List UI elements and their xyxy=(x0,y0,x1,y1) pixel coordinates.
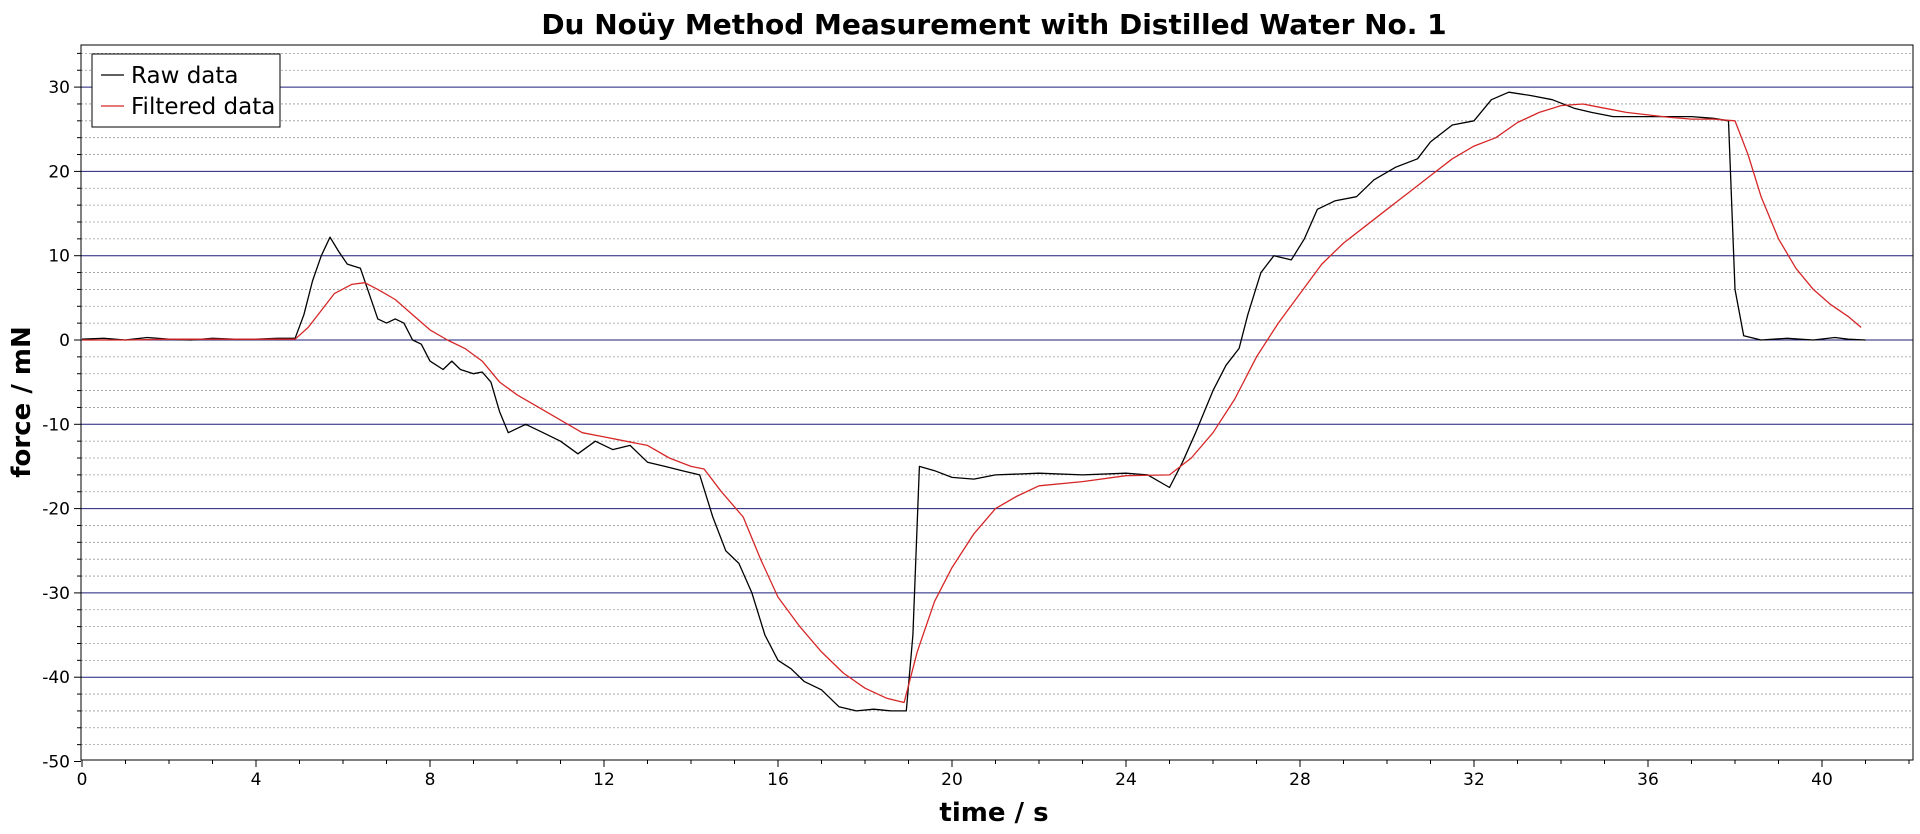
x-tick-label: 40 xyxy=(1811,770,1833,790)
y-tick-label: -50 xyxy=(42,753,70,773)
x-axis-ticks: 0 4 8 12 16 20 24 28 32 36 40 xyxy=(77,760,1910,790)
legend: Raw data Filtered data xyxy=(91,53,281,128)
legend-label-filtered: Filtered data xyxy=(131,94,275,120)
x-tick-label: 36 xyxy=(1637,770,1659,790)
x-tick-label: 16 xyxy=(767,770,789,790)
y-tick-label: 30 xyxy=(48,78,70,98)
legend-box xyxy=(91,53,281,128)
y-tick-label: -40 xyxy=(42,668,70,688)
plot-frame xyxy=(80,44,1914,761)
y-tick-label: -20 xyxy=(42,500,70,520)
x-tick-label: 4 xyxy=(251,770,262,790)
major-gridlines xyxy=(81,86,1913,678)
series-lines xyxy=(81,91,1866,712)
series-line-filtered xyxy=(82,103,1862,704)
x-tick-label: 28 xyxy=(1289,770,1311,790)
y-tick-label: 0 xyxy=(59,331,70,351)
series-line-raw xyxy=(81,91,1866,712)
x-axis-label: time / s xyxy=(939,798,1048,828)
x-tick-label: 8 xyxy=(425,770,436,790)
x-tick-label: 24 xyxy=(1115,770,1137,790)
x-tick-label: 20 xyxy=(941,770,963,790)
y-tick-label: -30 xyxy=(42,584,70,604)
y-tick-label: -10 xyxy=(42,415,70,435)
y-axis-label: force / mN xyxy=(7,326,37,478)
y-tick-label: 10 xyxy=(48,247,70,267)
x-tick-label: 0 xyxy=(77,770,88,790)
y-tick-label: 20 xyxy=(48,162,70,182)
x-tick-label: 32 xyxy=(1463,770,1485,790)
chart-title: Du Noüy Method Measurement with Distille… xyxy=(541,8,1446,41)
legend-label-raw: Raw data xyxy=(131,63,239,89)
x-tick-label: 12 xyxy=(593,770,615,790)
y-axis-ticks: 30 20 10 0 -10 -20 -30 -40 -50 xyxy=(42,52,81,773)
